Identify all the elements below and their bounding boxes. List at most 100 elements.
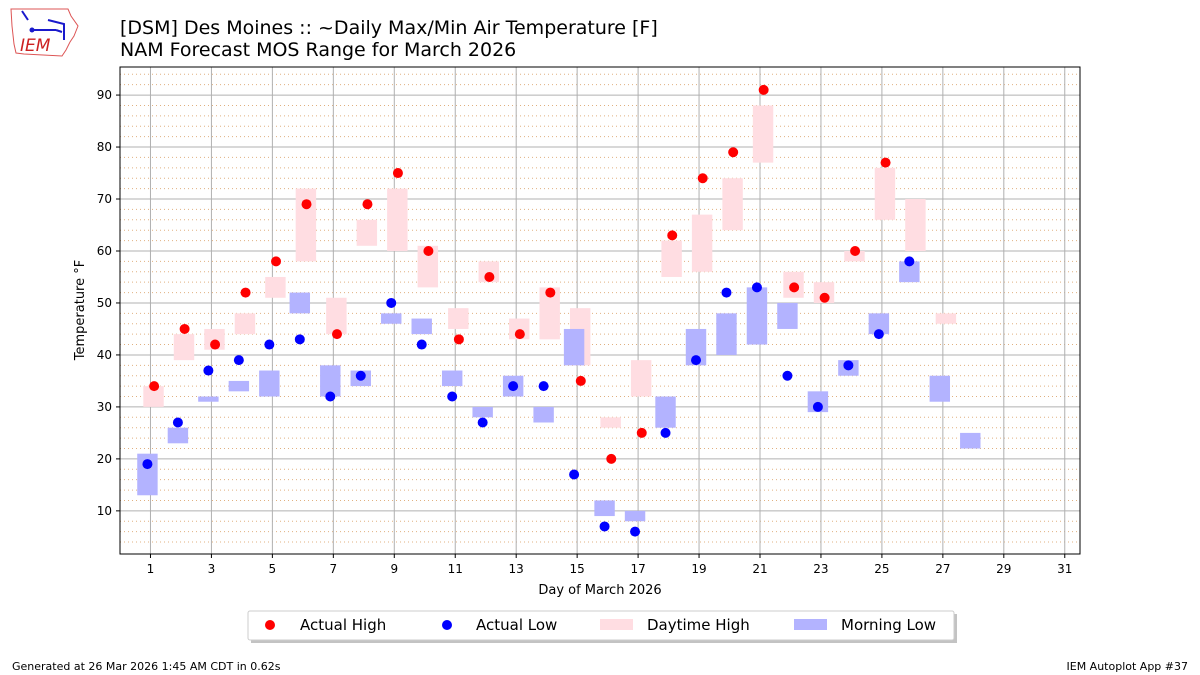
actual-low-point [904,256,915,267]
actual-high-point [545,287,556,298]
daytime-high-bar [539,287,560,340]
x-tick-label: 17 [630,562,645,576]
x-tick-label: 1 [147,562,155,576]
legend-morning-low-swatch [794,619,827,630]
plot-frame [119,66,1081,555]
daytime-high-bar [448,308,469,329]
daytime-high-bar [173,334,195,361]
actual-high-point [271,256,282,267]
y-tick-label: 80 [97,140,112,154]
actual-high-point [484,271,495,282]
actual-low-point [538,381,549,392]
morning-low-bar [960,432,981,449]
actual-low-point [508,381,519,392]
actual-low-point [569,469,580,480]
morning-low-bar [533,406,554,423]
daytime-high-bar [356,219,378,246]
actual-high-point [758,84,769,95]
morning-low-bar [320,365,341,397]
daytime-high-bar [874,167,896,220]
daytime-high-bar [295,188,317,262]
morning-low-bar [563,328,585,366]
actual-high-point [697,173,708,184]
morning-low-bar [624,510,646,522]
daytime-high-bar [387,188,408,251]
y-tick-label: 70 [97,192,112,206]
daytime-high-bar [234,313,256,335]
morning-low-bar [807,391,829,413]
actual-high-point [514,329,525,340]
actual-high-point [240,287,251,298]
actual-high-point [789,282,800,293]
iowa-map-logo-icon: IEM [10,8,79,57]
legend-daytime-high-swatch [600,619,633,630]
y-tick-label: 50 [97,296,112,310]
y-tick-label: 30 [97,400,112,414]
morning-low-bar [167,427,189,444]
daytime-high-bar [265,276,286,298]
generated-timestamp: Generated at 26 Mar 2026 1:45 AM CDT in … [12,660,281,673]
x-tick-label: 11 [448,562,463,576]
actual-low-point [721,287,732,298]
actual-low-point [782,370,793,381]
actual-low-point [386,297,397,308]
morning-low-bar [868,313,890,335]
x-axis-label: Day of March 2026 [538,583,661,598]
morning-low-bar [259,370,280,397]
legend-actual-low-label: Actual Low [476,616,557,634]
chart-subtitle: NAM Forecast MOS Range for March 2026 [120,39,517,61]
legend-morning-low-label: Morning Low [841,616,936,634]
morning-low-bar [777,302,798,329]
daytime-high-bar [905,199,926,251]
chart-marks [137,84,981,537]
actual-high-point [423,245,434,256]
x-tick-label: 29 [996,562,1011,576]
actual-high-point [667,230,678,241]
svg-text:IEM: IEM [20,36,51,56]
actual-low-point [142,459,153,470]
x-tick-label: 5 [269,562,277,576]
x-tick-label: 25 [874,562,889,576]
actual-low-point [416,339,427,350]
actual-low-point [325,391,336,402]
actual-high-point [210,339,221,350]
actual-low-point [630,526,641,537]
actual-high-point [179,323,190,334]
app-label: IEM Autoplot App #37 [1066,660,1189,673]
daytime-high-bar [417,245,439,288]
actual-low-point [294,334,305,345]
chart-title: [DSM] Des Moines :: ~Daily Max/Min Air T… [120,17,658,39]
x-tick-label: 31 [1057,562,1072,576]
morning-low-bar [411,318,432,335]
x-tick-label: 7 [330,562,338,576]
actual-low-point [233,355,244,366]
actual-high-point [606,453,617,464]
daytime-high-bar [752,105,774,163]
legend: Actual High Actual Low Daytime High Morn… [247,610,957,643]
actual-high-point [331,329,342,340]
actual-high-point [362,199,373,210]
actual-low-point [264,339,275,350]
daytime-high-bar [691,214,713,272]
actual-low-point [477,417,488,428]
actual-low-point [447,391,458,402]
actual-high-point [575,375,586,386]
daytime-high-bar [722,178,743,231]
x-tick-label: 13 [509,562,524,576]
morning-low-bar [441,370,463,387]
actual-high-point [850,245,861,256]
actual-low-point [203,365,214,376]
legend-actual-low-marker [442,620,452,630]
y-tick-label: 20 [97,452,112,466]
morning-low-bar [746,287,768,345]
actual-high-point [636,427,647,438]
actual-low-point [660,427,671,438]
morning-low-bar [685,328,707,366]
actual-low-point [691,355,701,366]
legend-daytime-high-label: Daytime High [647,616,750,634]
actual-high-point [819,292,830,303]
x-tick-label: 27 [935,562,950,576]
actual-high-point [728,147,739,158]
daytime-high-bar [600,417,621,428]
daytime-high-bar [143,386,164,407]
